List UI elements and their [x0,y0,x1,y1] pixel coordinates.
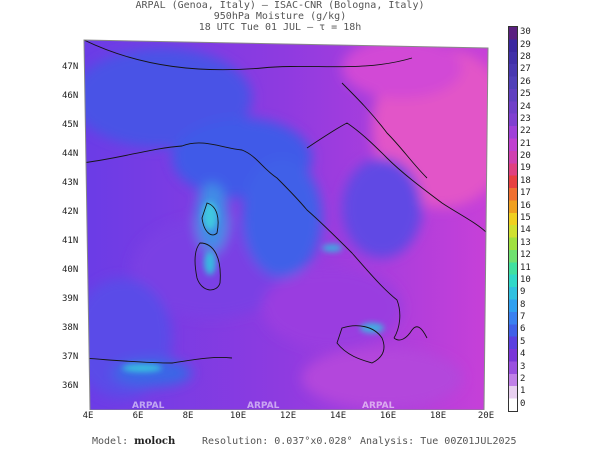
colorbar-label: 19 [520,163,531,174]
colorbar-label: 10 [520,274,531,285]
colorbar-label: 28 [520,51,531,62]
lon-label: 10E [229,411,247,421]
colorbar-label: 15 [520,213,531,223]
lon-label: 16E [379,411,397,421]
resolution-label: Resolution: [202,436,269,447]
colorbar-label: 2 [520,374,526,385]
colorbar-label: 25 [520,89,531,100]
colorbar-label: 23 [520,113,531,124]
colorbar-label: 12 [520,250,531,261]
lat-label: 38N [62,323,79,333]
colorbar-label: 13 [520,237,531,248]
model-label: Model: [92,436,129,447]
coastlines [84,40,488,364]
map-border [83,39,489,410]
lat-label: 42N [62,207,79,217]
analysis-value: Tue 00Z01JUL2025 [420,436,517,447]
header-institutions: ARPAL (Genoa, Italy) – ISAC-CNR (Bologna… [135,0,425,11]
colorbar-label: 3 [520,361,526,372]
colorbar [508,26,518,412]
lon-label: 8E [182,411,194,421]
colorbar-label: 8 [520,299,526,310]
lat-label: 40N [62,265,79,275]
lat-label: 41N [62,236,79,246]
colorbar-label: 1 [520,386,526,397]
colorbar-label: 27 [520,64,531,75]
lat-label: 47N [62,62,79,72]
colorbar-label: 24 [520,101,531,112]
moisture-field [84,40,488,408]
lon-label: 6E [132,411,144,421]
colorbar-label: 18 [520,175,531,186]
moisture-map: ARPAL ARPAL ARPAL [83,39,489,410]
header-variable: 950hPa Moisture (g/kg) [213,11,347,22]
watermark-2: ARPAL [247,401,280,410]
footer-analysis: Analysis: Tue 00Z01JUL2025 [360,436,517,447]
lon-label: 18E [429,411,447,421]
colorbar-label: 9 [520,287,526,298]
lon-label: 12E [279,411,297,421]
colorbar-label: 17 [520,188,531,199]
colorbar-label: 7 [520,312,526,323]
watermark-1: ARPAL [132,401,165,410]
analysis-label: Analysis: [360,436,415,447]
lat-label: 39N [62,294,79,304]
colorbar-label: 5 [520,336,526,347]
colorbar-label: 4 [520,349,526,360]
colorbar-label: 11 [520,262,531,273]
colorbar-label: 29 [520,39,531,50]
colorbar-label: 14 [520,225,531,236]
model-value: moloch [134,436,176,447]
watermark-3: ARPAL [362,401,395,410]
lat-label: 44N [62,149,79,159]
colorbar-label: 16 [520,200,531,211]
lat-label: 43N [62,178,79,188]
lon-label: 4E [82,411,94,421]
lon-label: 14E [329,411,347,421]
colorbar-label: 30 [520,27,531,38]
header-validity: 18 UTC Tue 01 JUL – τ = 18h [198,22,362,33]
colorbar-label: 20 [520,151,531,162]
map-header: ARPAL (Genoa, Italy) – ISAC-CNR (Bologna… [0,0,560,33]
colorbar-label: 21 [520,138,531,149]
lat-label: 45N [62,120,79,130]
colorbar-label: 0 [520,398,526,409]
colorbar-label: 22 [520,126,531,137]
colorbar-label: 26 [520,76,531,87]
lat-label: 37N [62,352,79,362]
colorbar-label: 6 [520,324,526,335]
lat-label: 36N [62,381,79,391]
resolution-value: 0.037°x0.028° [274,436,353,447]
footer-model: Model: moloch [92,436,175,447]
watermarks: ARPAL ARPAL ARPAL [132,401,395,410]
moisture-streaks [122,202,384,372]
footer-resolution: Resolution: 0.037°x0.028° [202,436,353,447]
lat-label: 46N [62,91,79,101]
lon-label: 20E [477,411,495,421]
